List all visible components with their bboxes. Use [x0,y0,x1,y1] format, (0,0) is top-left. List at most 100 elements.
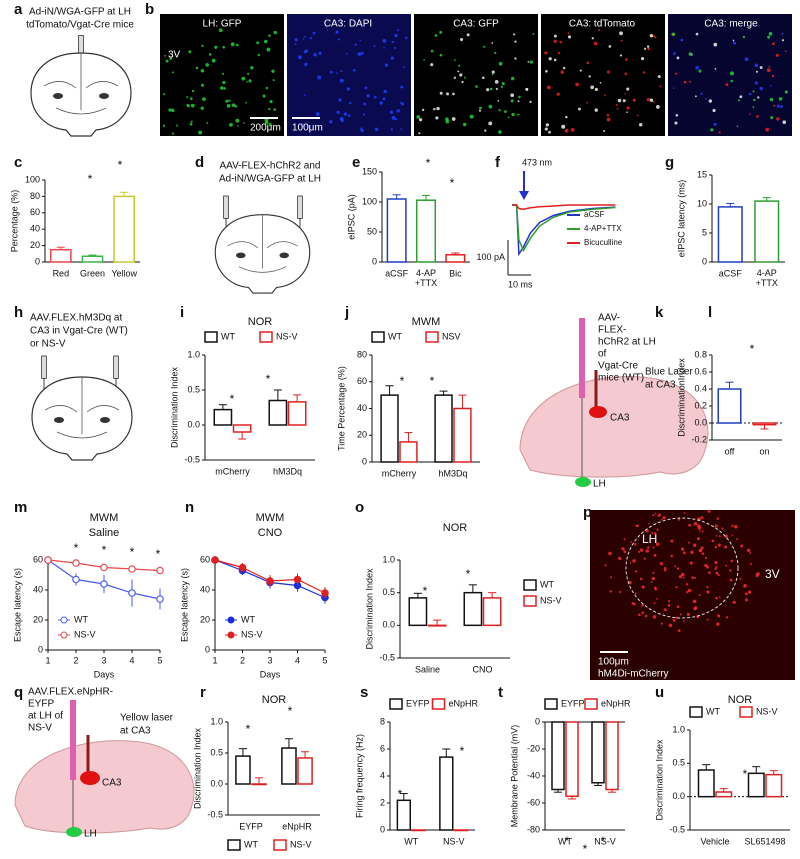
image-speckle [744,598,749,602]
point [72,559,80,567]
image-speckle [303,50,307,54]
y-tick-label: 60 [30,207,40,217]
legend-marker [60,631,68,639]
image-speckle [643,557,646,560]
chart-title: MWM [412,316,441,328]
x-tick-label: 3 [267,655,272,665]
legend-swatch [273,839,287,851]
y-tick-label: 8 [380,716,385,726]
panel-text: Ad-iN/WGA-GFP at LH [219,174,321,185]
image-speckle [329,120,333,124]
image-speckle [606,113,610,117]
image-speckle [556,92,560,96]
y-axis-label: Discrimination Index [654,739,664,821]
bar [717,388,742,424]
laser-text: Yellow laser [120,713,174,724]
image-speckle [632,559,636,563]
image-speckle [604,564,607,567]
image-speckle [759,86,764,91]
image-speckle [265,86,269,90]
laser-text: at CA3 [645,380,676,391]
y-tick-label: 40 [200,584,210,594]
image-speckle [714,524,718,528]
image-speckle [732,600,736,604]
image-speckle [701,552,705,555]
image-speckle [383,46,385,49]
significance: * [400,374,405,388]
image-speckle [567,35,572,39]
region-label: CA3 [610,413,630,424]
image-speckle [458,64,461,67]
chart-title: NOR [262,694,287,706]
region-label: LH [593,479,606,490]
image-speckle [218,28,223,33]
image-speckle [730,79,733,83]
image-speckle [494,80,499,84]
image-speckle [725,564,728,567]
image-speckle [241,76,246,81]
image-speckle [686,612,690,617]
panel-letter: p [583,504,592,521]
image-speckle [633,543,637,546]
image-speckle [304,62,308,67]
y-tick-label: 0 [38,644,43,654]
bar [297,757,313,785]
legend-marker [227,631,235,639]
image-speckle [670,554,674,558]
x-tick-label: aCSF [719,268,743,278]
image-speckle [546,85,551,90]
image-speckle [545,123,550,127]
image-speckle [765,127,770,132]
image-speckle [755,70,758,73]
image-speckle [638,123,643,127]
image-speckle [231,103,236,108]
panel-letter: t [498,684,503,701]
x-tick-label: SL651498 [744,836,785,846]
image-speckle [642,71,646,74]
image-speckle [655,542,660,547]
image-speckle [652,35,656,38]
image-speckle [649,34,654,38]
y-tick-label: 10 [697,198,707,208]
image-speckle [527,61,530,63]
scale-label: 100μm [598,657,629,668]
point [44,556,52,564]
image-speckle [599,82,602,84]
image-speckle [394,33,398,38]
image-speckle [401,102,405,106]
y-axis-label: Percentage (%) [9,190,19,253]
image-speckle [273,30,277,35]
image-speckle [721,527,724,530]
panel-text: Vgat-Cre [598,361,638,372]
image-speckle [165,59,169,63]
image-speckle [564,128,569,133]
y-tick-label: 15 [697,169,707,179]
image-speckle [510,76,515,81]
image-speckle [739,95,743,99]
point [211,556,219,564]
image-speckle [396,109,400,113]
image-speckle [208,53,212,56]
image-speckle [495,87,498,91]
image-speckle [643,47,647,50]
x-tick-label: hM3Dq [273,466,302,476]
y-tick-label: 0.5 [382,587,395,597]
image-speckle [434,34,438,37]
image-background [541,14,665,136]
bar [551,721,565,791]
image-speckle [359,39,362,42]
image-speckle [297,55,302,60]
y-tick-label: -0.5 [379,652,395,662]
y-tick-label: 1.0 [672,724,685,734]
image-speckle [659,85,662,88]
x-tick-label: mCherry [215,466,250,476]
image-speckle [749,562,752,565]
bar [427,624,447,627]
image-speckle [439,91,443,95]
image-speckle [170,108,175,113]
image-speckle [206,122,209,124]
image-speckle [609,590,613,593]
panel-letter: f [495,154,501,171]
image-speckle [606,117,611,122]
